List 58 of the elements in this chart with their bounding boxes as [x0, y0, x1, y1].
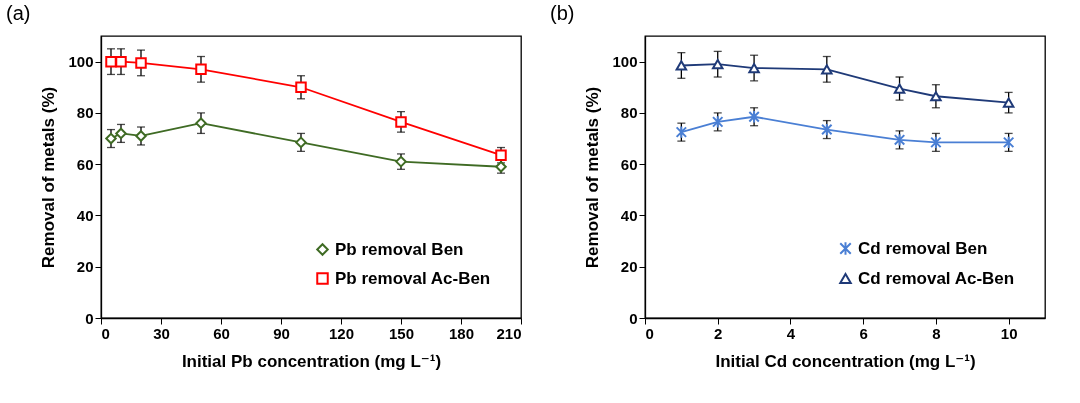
y-tick-label: 80: [620, 104, 638, 122]
point: [105, 132, 117, 145]
x-tick-label: 8: [932, 324, 941, 342]
x-tick-label: 60: [213, 324, 230, 342]
y-tick-label: 40: [76, 206, 94, 224]
point: [930, 91, 942, 102]
legend-label: Cd removal Ben: [858, 238, 988, 258]
x-tick-label: 30: [153, 324, 170, 342]
point: [195, 117, 207, 129]
y-tick-label: 60: [76, 155, 94, 173]
y-tick-label: 0: [85, 309, 94, 327]
point: [930, 135, 942, 150]
x-tick-label: 6: [859, 324, 868, 342]
point: [395, 116, 407, 128]
y-axis-title: Removal of metals (%): [583, 86, 603, 269]
point: [295, 81, 307, 94]
x-tick-label: 0: [101, 324, 110, 342]
x-tick-label: 2: [714, 324, 723, 342]
point: [1002, 97, 1015, 108]
y-tick-label: 0: [629, 309, 638, 327]
y-tick-label: 40: [620, 206, 638, 224]
x-tick-label: 10: [1000, 324, 1018, 342]
x-tick-label: 90: [273, 324, 290, 342]
x-axis-title: Initial Pb concentration (mg L⁻¹): [181, 351, 442, 371]
x-tick-label: 4: [786, 324, 796, 342]
point: [135, 57, 147, 69]
point: [675, 60, 688, 71]
text: (a): [6, 2, 31, 24]
point: [893, 133, 906, 147]
y-tick-label: 100: [68, 53, 94, 71]
y-tick-label: 20: [620, 258, 638, 276]
point: [675, 125, 688, 139]
y-tick-label: 20: [76, 258, 94, 276]
y-axis-title: Removal of metals (%): [39, 86, 59, 269]
y-tick-label: 80: [76, 104, 94, 122]
legend-label: Pb removal Ben: [335, 239, 464, 259]
legend-label: Cd removal Ac-Ben: [858, 268, 1015, 288]
point: [115, 127, 127, 140]
legend-label: Pb removal Ac-Ben: [335, 268, 491, 288]
point: [195, 63, 207, 76]
point: [821, 64, 833, 75]
point: [893, 83, 906, 94]
point: [748, 62, 760, 74]
x-axis-title: Initial Cd concentration (mg L⁻¹): [715, 351, 976, 371]
x-tick-label: 180: [448, 324, 475, 342]
point: [748, 110, 760, 124]
point: [1002, 135, 1015, 150]
y-tick-label: 60: [620, 155, 638, 173]
point: [295, 136, 307, 149]
y-tick-label: 100: [612, 53, 638, 71]
point: [711, 59, 724, 70]
text: (b): [550, 2, 575, 24]
x-tick-label: 210: [496, 324, 522, 342]
point: [135, 130, 147, 142]
point: [115, 55, 127, 68]
x-tick-label: 0: [645, 324, 654, 342]
x-tick-label: 150: [388, 324, 415, 342]
x-tick-label: 120: [328, 324, 355, 342]
